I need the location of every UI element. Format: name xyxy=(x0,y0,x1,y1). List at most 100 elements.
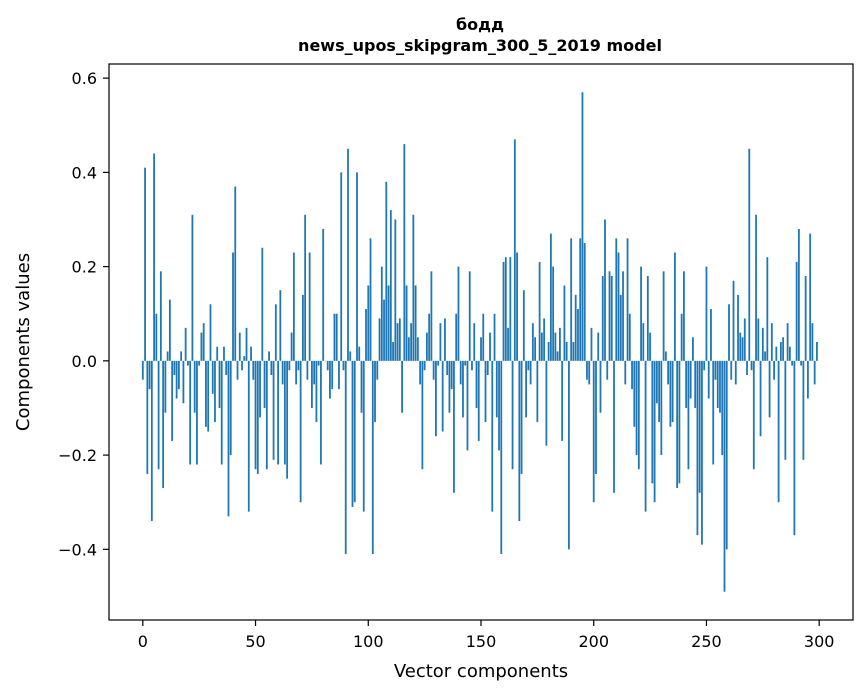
bar-216 xyxy=(629,314,631,361)
bar-4 xyxy=(151,361,153,521)
bar-245 xyxy=(694,361,696,408)
bar-59 xyxy=(275,304,277,361)
bar-117 xyxy=(406,285,408,360)
bar-144 xyxy=(467,361,469,451)
bar-289 xyxy=(793,361,795,535)
bar-276 xyxy=(764,351,766,360)
bar-107 xyxy=(383,300,385,361)
bar-112 xyxy=(394,219,396,360)
bar-274 xyxy=(760,361,762,436)
bar-3 xyxy=(149,361,151,389)
bar-7 xyxy=(158,361,160,469)
bar-100 xyxy=(367,285,369,360)
bar-246 xyxy=(697,361,699,535)
bar-210 xyxy=(615,238,617,361)
bar-151 xyxy=(482,314,484,361)
bar-229 xyxy=(658,361,660,422)
bar-148 xyxy=(476,361,478,408)
bar-226 xyxy=(651,361,653,484)
x-tick-label: 100 xyxy=(353,632,384,651)
bar-6 xyxy=(155,314,157,361)
bar-191 xyxy=(573,342,575,361)
bar-209 xyxy=(613,361,615,493)
bar-192 xyxy=(575,295,577,361)
bar-159 xyxy=(500,361,502,554)
bar-292 xyxy=(800,361,802,366)
bar-242 xyxy=(688,361,690,469)
bar-293 xyxy=(803,361,805,460)
bar-80 xyxy=(322,229,324,361)
bar-179 xyxy=(545,361,547,446)
bar-11 xyxy=(167,351,169,360)
bar-40 xyxy=(232,252,234,360)
bar-203 xyxy=(600,361,602,413)
bar-255 xyxy=(717,361,719,408)
bar-74 xyxy=(309,252,311,360)
bar-145 xyxy=(469,271,471,361)
bar-70 xyxy=(300,361,302,502)
bar-261 xyxy=(730,361,732,380)
bar-247 xyxy=(699,361,701,493)
bar-5 xyxy=(153,154,155,361)
bar-25 xyxy=(198,361,200,366)
x-tick-label: 0 xyxy=(138,632,148,651)
bar-65 xyxy=(288,361,290,370)
bar-137 xyxy=(451,361,453,389)
y-tick-label: −0.2 xyxy=(58,446,97,465)
bar-196 xyxy=(584,243,586,361)
chart-title-line2: news_upos_skipgram_300_5_2019 model xyxy=(298,36,662,55)
bar-258 xyxy=(724,361,726,592)
bar-204 xyxy=(602,276,604,361)
bar-213 xyxy=(622,271,624,361)
bar-97 xyxy=(361,361,363,413)
bar-254 xyxy=(715,361,717,380)
bar-27 xyxy=(203,323,205,361)
bar-166 xyxy=(516,252,518,360)
bar-67 xyxy=(293,252,295,360)
bar-127 xyxy=(428,314,430,361)
bar-54 xyxy=(264,361,266,408)
bar-195 xyxy=(582,92,584,361)
bar-250 xyxy=(706,267,708,361)
bar-163 xyxy=(509,257,511,361)
bar-9 xyxy=(162,361,164,488)
bar-120 xyxy=(412,215,414,361)
bar-15 xyxy=(176,361,178,399)
bar-23 xyxy=(194,361,196,413)
bar-42 xyxy=(237,361,239,380)
bar-63 xyxy=(284,361,286,465)
bar-131 xyxy=(437,361,439,366)
bar-279 xyxy=(771,323,773,361)
bar-12 xyxy=(169,300,171,361)
x-tick-label: 250 xyxy=(691,632,722,651)
bar-152 xyxy=(485,361,487,422)
x-tick-label: 150 xyxy=(466,632,497,651)
bar-244 xyxy=(692,337,694,361)
bar-178 xyxy=(543,318,545,360)
bar-82 xyxy=(327,361,329,370)
bar-116 xyxy=(403,144,405,361)
bar-275 xyxy=(762,328,764,361)
bar-161 xyxy=(505,257,507,361)
y-tick-label: −0.4 xyxy=(58,540,97,559)
bar-252 xyxy=(710,309,712,361)
bar-134 xyxy=(444,318,446,360)
bar-32 xyxy=(214,361,216,422)
bar-162 xyxy=(507,328,509,361)
bar-57 xyxy=(270,361,272,375)
bar-291 xyxy=(798,229,800,361)
bar-85 xyxy=(334,314,336,361)
bar-89 xyxy=(343,361,345,370)
bar-171 xyxy=(527,361,529,370)
bar-208 xyxy=(611,276,613,361)
bar-176 xyxy=(539,262,541,361)
bar-231 xyxy=(663,271,665,361)
bar-30 xyxy=(210,304,212,361)
bar-260 xyxy=(728,304,730,361)
bar-217 xyxy=(631,361,633,389)
bar-115 xyxy=(401,361,403,413)
bar-18 xyxy=(183,361,185,403)
bar-174 xyxy=(534,337,536,361)
bar-239 xyxy=(681,314,683,361)
bar-160 xyxy=(503,262,505,361)
